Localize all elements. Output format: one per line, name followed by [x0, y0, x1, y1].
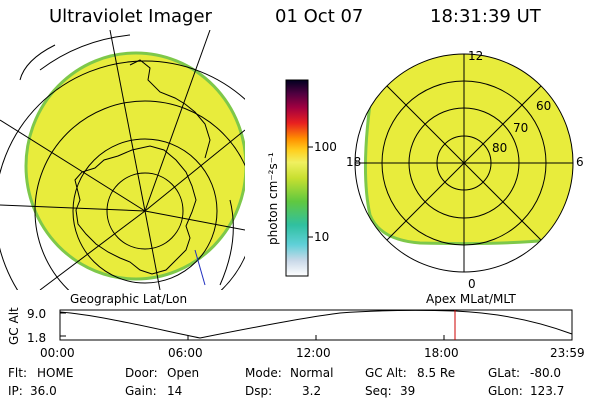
right-map-caption: Apex MLat/MLT — [426, 292, 516, 306]
info-dsp-val: 3.2 — [302, 384, 321, 398]
time-label: 18:31:39 UT — [430, 6, 541, 27]
info-mode-key: Mode: — [245, 366, 282, 380]
info-glon-val: 123.7 — [530, 384, 564, 398]
info-flt-key: Flt: — [8, 366, 27, 380]
info-gcalt-key: GC Alt: — [365, 366, 407, 380]
info-mode-val: Normal — [290, 366, 333, 380]
info-glat-val: -80.0 — [530, 366, 561, 380]
colorbar-tick-100: 100 — [314, 140, 337, 154]
mlat-label-80: 80 — [492, 141, 507, 155]
alt-ytick-1.8: 1.8 — [27, 331, 46, 345]
info-glon-key: GLon: — [488, 384, 523, 398]
mlt-label-0: 0 — [468, 277, 476, 291]
left-map-caption: Geographic Lat/Lon — [70, 292, 187, 306]
alt-xtick-1200: 12:00 — [296, 346, 331, 360]
mlat-label-70: 70 — [513, 121, 528, 135]
info-flt-val: HOME — [37, 366, 73, 380]
geographic-map — [0, 30, 245, 290]
info-gcalt-val: 8.5 Re — [417, 366, 455, 380]
alt-xtick-2359: 23:59 — [550, 346, 585, 360]
alt-xtick-0600: 06:00 — [168, 346, 203, 360]
info-dsp-key: Dsp: — [245, 384, 272, 398]
info-door-val: Open — [167, 366, 199, 380]
colorbar-unit-label: photon cm⁻²s⁻¹ — [266, 152, 280, 245]
info-seq-key: Seq: — [365, 384, 392, 398]
alt-ylabel: GC Alt — [7, 307, 21, 345]
mlat-label-60: 60 — [536, 99, 551, 113]
coastline — [74, 145, 197, 275]
info-seq-val: 39 — [400, 384, 415, 398]
info-ip-key: IP: — [8, 384, 23, 398]
mlt-label-18: 18 — [346, 155, 361, 169]
colorbar-tick-10: 10 — [314, 230, 329, 244]
alt-xtick-0000: 00:00 — [40, 346, 75, 360]
alt-xtick-1800: 18:00 — [424, 346, 459, 360]
app-title: Ultraviolet Imager — [49, 6, 212, 27]
date-label: 01 Oct 07 — [275, 6, 364, 27]
colorbar: 100 10 photon cm⁻²s⁻¹ — [266, 79, 337, 277]
info-panel: Flt: HOME Door: Open Mode: Normal GC Alt… — [8, 366, 564, 398]
altitude-plot: 9.0 1.8 GC Alt 00:00 06:00 12:00 18:00 2… — [7, 307, 585, 360]
uv-image-left — [24, 51, 245, 281]
info-door-key: Door: — [125, 366, 158, 380]
mlt-label-12: 12 — [468, 49, 483, 63]
mlt-label-6: 6 — [576, 155, 584, 169]
magnetic-map: 12 18 6 0 60 70 80 — [346, 49, 584, 291]
altitude-curve — [59, 309, 573, 339]
info-gain-val: 14 — [167, 384, 182, 398]
info-gain-key: Gain: — [125, 384, 157, 398]
alt-ytick-9: 9.0 — [27, 307, 46, 321]
info-ip-val: 36.0 — [30, 384, 57, 398]
info-glat-key: GLat: — [488, 366, 520, 380]
